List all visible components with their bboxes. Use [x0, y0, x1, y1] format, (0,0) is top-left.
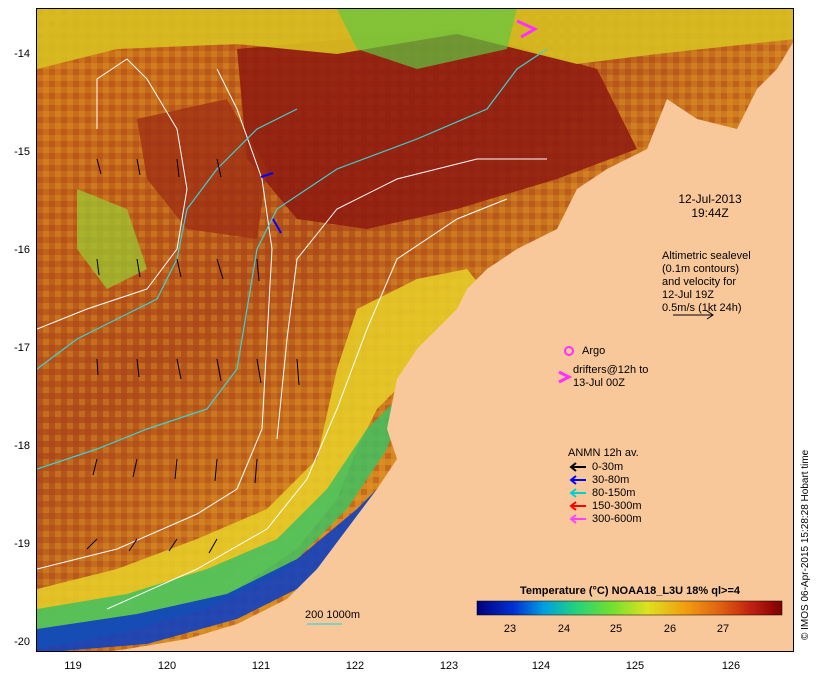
timestamp: 12-Jul-2013 19:44Z: [650, 192, 770, 220]
map-frame: [36, 8, 794, 652]
lon-tick: 120: [157, 660, 177, 672]
cool-coastal-band: [37, 269, 507, 649]
drifter-marker: [516, 19, 539, 39]
arrow-left-icon: [569, 500, 586, 511]
lat-tick: -17: [14, 342, 30, 354]
colorbar-tick: 25: [609, 623, 623, 635]
anmn-legend-item: 150-300m: [568, 499, 642, 512]
arrow-left-icon: [569, 461, 586, 472]
drifter-label-line: drifters@12h to: [573, 364, 649, 376]
lon-tick: 119: [64, 660, 82, 672]
lat-tick: -18: [14, 440, 30, 452]
credit-text: © IMOS 06-Apr-2015 15:28:28 Hobart time: [800, 449, 811, 640]
colorbar-tick: 24: [557, 623, 571, 635]
lon-tick: 121: [251, 660, 271, 672]
colorbar-title: Temperature (°C) NOAA18_L3U 18% ql>=4: [520, 585, 740, 597]
altimetry-line: 12-Jul 19Z: [662, 289, 714, 301]
sst-map: [37, 9, 793, 651]
argo-symbol: [564, 346, 574, 356]
anmn-label: 80-150m: [592, 486, 636, 499]
anmn-legend-item: 80-150m: [568, 486, 635, 499]
lon-tick: 123: [439, 660, 459, 672]
arrow-left-icon: [569, 474, 586, 485]
anmn-legend-item: 300-600m: [568, 512, 642, 525]
altimetry-line: (0.1m contours): [662, 263, 740, 275]
colorbar-tick: 26: [663, 623, 677, 635]
colorbar-tick: 27: [716, 623, 730, 635]
colorbar-tick: 23: [503, 623, 517, 635]
lon-tick: 126: [721, 660, 741, 672]
colorbar: [476, 600, 783, 616]
anmn-legend-title: ANMN 12h av.: [568, 447, 639, 459]
drifter-label-line: 13-Jul 00Z: [573, 377, 625, 389]
anmn-legend-item: 0-30m: [568, 460, 623, 473]
anmn-label: 150-300m: [592, 499, 642, 512]
lat-tick: -16: [14, 244, 30, 256]
anmn-label: 300-600m: [592, 512, 642, 525]
altimetry-line: Altimetric sealevel: [662, 250, 751, 262]
mooring-arrow: [260, 172, 274, 178]
arrow-left-icon: [569, 513, 586, 524]
warm-water-patch: [237, 29, 637, 229]
drifter-label: drifters@12h to 13-Jul 00Z: [573, 364, 648, 390]
lat-tick: -15: [14, 146, 30, 158]
lat-tick: -20: [14, 636, 30, 648]
ssh-contour: [37, 68, 273, 570]
altimetry-legend: Altimetric sealevel (0.1m contours) and …: [662, 250, 751, 315]
lat-tick: -14: [14, 48, 30, 60]
anmn-label: 30-80m: [592, 473, 630, 486]
land-mass: [112, 42, 793, 651]
lon-tick: 124: [531, 660, 551, 672]
argo-label: Argo: [582, 345, 606, 357]
lon-tick: 122: [345, 660, 365, 672]
anmn-label: 0-30m: [592, 460, 624, 473]
drifter-symbol: [558, 370, 573, 384]
isobath-label: 200 1000m: [305, 609, 361, 621]
timestamp-time: 19:44Z: [691, 206, 729, 220]
lon-tick: 125: [625, 660, 645, 672]
altimetry-line: and velocity for: [662, 276, 736, 288]
isobath-line: [37, 48, 548, 470]
arrow-left-icon: [569, 487, 586, 498]
altimetry-line: 0.5m/s (1kt 24h): [662, 302, 742, 314]
timestamp-date: 12-Jul-2013: [678, 192, 742, 206]
velocity-arrows: [86, 158, 300, 554]
anmn-legend-item: 30-80m: [568, 473, 629, 486]
lat-tick: -19: [14, 538, 30, 550]
